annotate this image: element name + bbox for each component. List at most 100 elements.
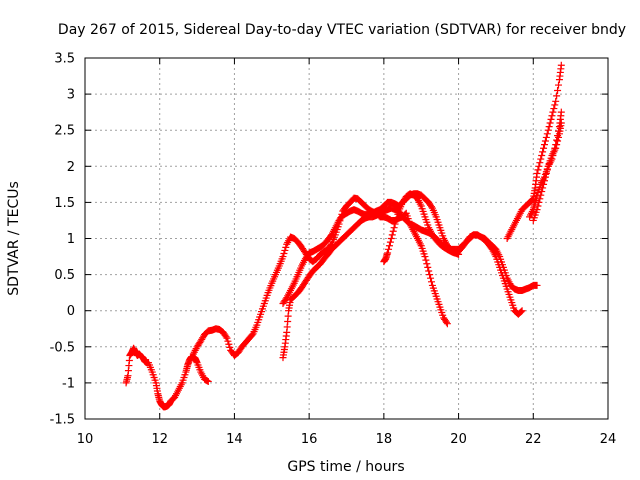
- data-point-marker: [427, 278, 435, 286]
- data-point-marker: [224, 337, 232, 345]
- x-tick-label: 16: [301, 432, 318, 447]
- y-tick-label: 0: [67, 304, 75, 319]
- data-point-marker: [226, 343, 234, 351]
- y-tick-label: -0.5: [50, 340, 75, 355]
- data-point-marker: [540, 177, 548, 185]
- data-point-marker: [537, 155, 545, 163]
- data-point-marker: [390, 224, 398, 232]
- data-point-marker: [282, 243, 290, 251]
- y-tick-label: -1.5: [50, 413, 75, 428]
- data-point-marker: [534, 202, 542, 210]
- data-point-marker: [553, 141, 561, 149]
- data-point-marker: [442, 318, 450, 326]
- y-tick-label: 3: [67, 88, 75, 103]
- chart-title: Day 267 of 2015, Sidereal Day-to-day VTE…: [58, 22, 626, 38]
- data-point-marker: [534, 166, 542, 174]
- data-point-marker: [540, 141, 548, 149]
- grid: [85, 58, 608, 419]
- y-tick-label: 0.5: [54, 268, 75, 283]
- data-point-marker: [223, 334, 231, 342]
- data-point-marker: [222, 333, 230, 341]
- data-point-marker: [533, 206, 541, 214]
- series-track-8: [529, 119, 565, 224]
- data-point-marker: [539, 148, 547, 156]
- data-point-marker: [550, 105, 558, 113]
- x-tick-label: 18: [376, 432, 393, 447]
- data-point-marker: [385, 242, 393, 250]
- data-point-marker: [549, 108, 557, 116]
- data-point-marker: [535, 198, 543, 206]
- x-tick-label: 10: [77, 432, 94, 447]
- data-point-marker: [555, 81, 563, 89]
- data-point-marker: [423, 260, 431, 268]
- data-point-marker: [280, 249, 288, 257]
- x-tick-labels: 10 12 14 16 18 20 22 24: [77, 432, 617, 447]
- data-point-marker: [387, 235, 395, 242]
- data-point-marker: [543, 130, 551, 138]
- data-point-marker: [543, 166, 551, 174]
- data-point-marker: [552, 144, 560, 152]
- data-point-marker: [517, 308, 525, 316]
- data-point-marker: [538, 188, 546, 196]
- data-points: [122, 61, 565, 411]
- data-point-marker: [394, 210, 402, 218]
- x-tick-label: 20: [450, 432, 467, 447]
- data-point-marker: [386, 238, 394, 246]
- data-point-marker: [391, 220, 399, 228]
- data-point-marker: [541, 173, 549, 181]
- data-point-marker: [427, 274, 435, 282]
- data-point-marker: [554, 86, 562, 94]
- data-point-marker: [557, 119, 565, 127]
- series-track-2: [189, 194, 451, 359]
- y-tick-label: 2: [67, 160, 75, 175]
- data-point-marker: [393, 214, 401, 222]
- data-point-marker: [553, 92, 561, 100]
- x-axis-label: GPS time / hours: [287, 459, 404, 475]
- data-point-marker: [281, 246, 289, 254]
- x-tick-label: 22: [525, 432, 542, 447]
- data-point-marker: [548, 112, 556, 120]
- data-point-marker: [389, 227, 397, 235]
- data-point-marker: [426, 271, 434, 279]
- data-point-marker: [533, 170, 541, 178]
- data-point-marker: [279, 253, 287, 261]
- data-point-marker: [388, 231, 396, 239]
- series-track-5: [380, 190, 541, 294]
- plot-frame: [84, 57, 609, 420]
- data-point-marker: [540, 144, 548, 152]
- data-point-marker: [542, 133, 550, 141]
- data-point-marker: [538, 151, 546, 159]
- data-point-marker: [425, 267, 433, 275]
- data-point-marker: [554, 137, 562, 145]
- data-point-marker: [427, 203, 435, 211]
- data-point-marker: [384, 249, 392, 257]
- data-point-marker: [392, 217, 400, 225]
- data-point-marker: [204, 377, 212, 385]
- data-point-marker: [540, 180, 548, 188]
- y-tick-label: 3.5: [54, 52, 75, 67]
- data-point-marker: [551, 101, 559, 109]
- y-tick-label: 2.5: [54, 124, 75, 139]
- data-point-marker: [422, 256, 430, 264]
- x-tick-label: 14: [226, 432, 243, 447]
- data-point-marker: [545, 123, 553, 131]
- series-track-1: [122, 344, 212, 411]
- data-point-marker: [557, 108, 565, 116]
- data-point-marker: [537, 191, 545, 199]
- data-point-marker: [421, 253, 429, 261]
- data-point-marker: [533, 281, 541, 289]
- data-point-marker: [536, 195, 544, 203]
- y-axis-label: SDTVAR / TECUs: [6, 181, 22, 296]
- data-point-marker: [557, 61, 565, 69]
- y-tick-label: -1: [62, 376, 75, 391]
- data-point-marker: [225, 340, 233, 348]
- data-point-marker: [552, 97, 560, 105]
- x-tick-label: 24: [600, 432, 617, 447]
- data-point-marker: [547, 115, 555, 123]
- data-point-marker: [385, 245, 393, 253]
- data-point-marker: [535, 162, 543, 170]
- data-point-marker: [542, 170, 550, 178]
- y-tick-labels: -1.5 -1 -0.5 0 0.5 1 1.5 2 2.5 3 3.5: [50, 52, 75, 428]
